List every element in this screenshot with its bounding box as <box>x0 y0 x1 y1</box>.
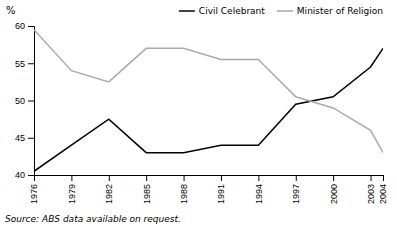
legend-swatch <box>277 10 293 12</box>
legend-item: Minister of Religion <box>277 6 383 16</box>
legend-label: Minister of Religion <box>297 6 383 16</box>
y-axis: 40 45 50 55 60 <box>15 21 35 180</box>
x-tick-label: 2000 <box>329 184 339 204</box>
source-note: Source: ABS data available on request. <box>5 214 181 224</box>
y-tick-label: 40 <box>15 170 25 180</box>
x-tick-label: 1994 <box>254 184 264 204</box>
y-tick-label: 45 <box>15 133 25 143</box>
x-tick-label: 1988 <box>179 184 189 204</box>
x-tick-label: 2004 <box>378 184 388 204</box>
x-tick-mark <box>371 175 372 181</box>
y-tick: 40 <box>15 170 34 180</box>
x-tick: 1994 <box>254 175 264 204</box>
y-axis-label: % <box>6 5 16 16</box>
x-tick-label: 1979 <box>67 184 77 204</box>
y-axis-line <box>28 27 35 176</box>
series-line <box>34 30 383 153</box>
y-tick-mark <box>28 63 34 64</box>
x-tick: 1991 <box>216 175 226 204</box>
x-tick-mark <box>109 175 110 181</box>
marks <box>34 30 383 172</box>
y-tick-mark <box>28 138 34 139</box>
x-tick-mark <box>184 175 185 181</box>
x-tick-mark <box>333 175 334 181</box>
x-tick-label: 1976 <box>29 184 39 204</box>
x-axis-line <box>35 176 384 182</box>
x-tick: 1982 <box>104 175 114 204</box>
x-tick-mark <box>258 175 259 181</box>
y-tick-mark <box>28 175 34 176</box>
legend-item: Civil Celebrant <box>179 6 265 16</box>
y-tick: 50 <box>15 96 34 106</box>
y-tick: 45 <box>15 133 34 143</box>
plot-area: 1976 1979 1982 1985 1988 1991 1994 1997 2000 2003… <box>15 21 388 204</box>
x-tick-mark <box>221 175 222 181</box>
x-tick-mark <box>296 175 297 181</box>
x-tick-label: 1985 <box>142 184 152 204</box>
x-tick: 2000 <box>329 175 339 204</box>
x-tick: 2004 <box>378 175 388 204</box>
series-line <box>34 48 383 171</box>
x-tick-label: 1991 <box>216 184 226 204</box>
legend-swatch <box>179 10 195 12</box>
chart-container: 1976 1979 1982 1985 1988 1991 1994 1997 2000 2003… <box>0 0 397 227</box>
y-tick-mark <box>28 26 34 27</box>
x-tick: 2003 <box>366 175 376 204</box>
x-tick: 1997 <box>291 175 301 204</box>
chart: 1976 1979 1982 1985 1988 1991 1994 1997 2000 2003… <box>0 0 397 227</box>
y-tick: 55 <box>15 59 34 69</box>
y-tick: 60 <box>15 21 34 31</box>
x-tick: 1988 <box>179 175 189 204</box>
y-tick-mark <box>28 101 34 102</box>
y-tick-label: 50 <box>15 96 25 106</box>
x-tick-mark <box>383 175 384 181</box>
y-tick-label: 55 <box>15 59 25 69</box>
x-tick: 1985 <box>142 175 152 204</box>
x-tick-mark <box>146 175 147 181</box>
x-tick-label: 1997 <box>291 184 301 204</box>
x-tick-label: 1982 <box>104 184 114 204</box>
x-tick-mark <box>71 175 72 181</box>
legend: Civil Celebrant Minister of Religion <box>179 6 383 16</box>
x-axis: 1976 1979 1982 1985 1988 1991 1994 1997 2000 2003… <box>29 175 388 204</box>
x-tick-label: 2003 <box>366 184 376 204</box>
legend-label: Civil Celebrant <box>199 6 265 16</box>
y-tick-label: 60 <box>15 21 25 31</box>
x-tick: 1979 <box>67 175 77 204</box>
x-tick: 1976 <box>29 175 39 204</box>
